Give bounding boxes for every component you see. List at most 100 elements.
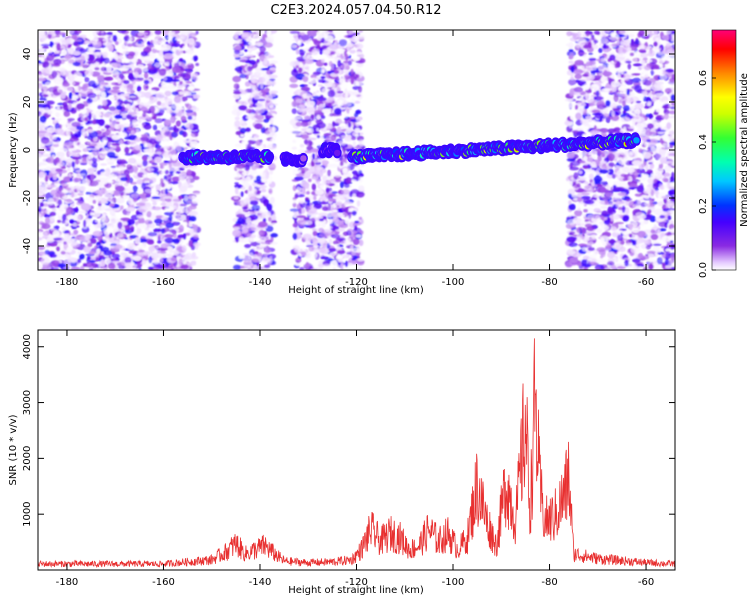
- noise-blob: [165, 198, 172, 202]
- noise-blob: [66, 134, 71, 138]
- noise-blob: [160, 202, 167, 206]
- noise-blob: [178, 58, 183, 62]
- noise-blob: [247, 65, 253, 72]
- noise-blob: [253, 176, 257, 181]
- noise-blob: [44, 249, 50, 255]
- noise-blob: [102, 38, 107, 42]
- noise-blob: [155, 184, 161, 192]
- noise-blob: [89, 46, 95, 53]
- noise-blob: [172, 36, 177, 44]
- noise-blob: [143, 72, 149, 79]
- noise-blob: [95, 179, 101, 183]
- noise-blob: [116, 56, 124, 60]
- noise-blob: [86, 255, 92, 260]
- noise-blob: [171, 91, 179, 96]
- noise-blob: [178, 224, 184, 232]
- noise-blob: [160, 85, 168, 90]
- noise-blob: [256, 175, 262, 182]
- noise-blob: [76, 215, 82, 223]
- noise-blob: [341, 189, 351, 195]
- noise-blob: [172, 162, 182, 167]
- noise-blob: [347, 122, 352, 128]
- noise-blob: [307, 77, 317, 84]
- noise-blob: [102, 137, 108, 144]
- noise-blob: [95, 189, 106, 195]
- noise-blob: [350, 230, 358, 234]
- noise-blob: [67, 256, 76, 263]
- noise-blob: [68, 151, 72, 156]
- noise-blob: [352, 56, 361, 62]
- noise-blob: [51, 154, 55, 158]
- noise-blob: [164, 233, 174, 238]
- noise-blob: [327, 169, 331, 177]
- noise-blob: [92, 199, 97, 204]
- noise-blob: [41, 153, 51, 157]
- noise-blob: [181, 36, 190, 44]
- noise-blob: [311, 183, 317, 191]
- noise-blob: [356, 116, 362, 123]
- noise-blob: [96, 248, 101, 255]
- noise-blob: [242, 141, 249, 145]
- noise-blob: [248, 47, 253, 54]
- noise-blob: [142, 174, 148, 178]
- noise-blob: [234, 40, 243, 44]
- noise-blob: [181, 96, 188, 102]
- noise-blob: [147, 266, 154, 270]
- noise-blob: [133, 264, 138, 267]
- noise-blob: [95, 196, 102, 201]
- noise-blob: [339, 224, 349, 229]
- noise-blob: [193, 68, 199, 72]
- noise-blob: [354, 133, 359, 137]
- noise-blob: [47, 243, 58, 247]
- noise-blob: [340, 181, 344, 189]
- noise-blob: [271, 214, 276, 221]
- noise-blob: [358, 176, 363, 183]
- noise-blob: [321, 69, 325, 74]
- noise-blob: [336, 237, 346, 241]
- noise-blob: [151, 206, 162, 211]
- noise-blob: [323, 62, 328, 66]
- noise-blob: [267, 142, 273, 149]
- noise-blob: [38, 86, 42, 90]
- noise-blob: [138, 206, 148, 213]
- noise-blob: [90, 266, 94, 270]
- noise-blob: [39, 222, 48, 226]
- noise-blob: [88, 251, 96, 255]
- noise-blob: [66, 87, 74, 92]
- noise-blob: [269, 78, 276, 82]
- noise-blob: [332, 215, 338, 219]
- noise-blob: [232, 229, 242, 237]
- noise-blob: [234, 120, 241, 128]
- noise-blob: [71, 161, 76, 168]
- noise-blob: [189, 140, 199, 149]
- noise-blob: [344, 91, 349, 100]
- noise-blob: [121, 101, 132, 104]
- noise-blob: [240, 134, 245, 138]
- noise-blob: [332, 209, 338, 213]
- noise-blob: [134, 237, 141, 245]
- noise-blob: [178, 176, 186, 182]
- noise-blob: [82, 64, 89, 69]
- noise-blob: [52, 134, 57, 141]
- noise-blob: [100, 163, 108, 166]
- noise-blob: [316, 122, 326, 129]
- noise-blob: [61, 220, 66, 224]
- noise-blob: [49, 215, 55, 222]
- noise-blob: [345, 76, 349, 80]
- noise-blob: [87, 92, 97, 99]
- noise-blob: [128, 95, 137, 99]
- noise-blob: [127, 141, 137, 144]
- noise-blob: [328, 163, 339, 168]
- noise-blob: [41, 68, 49, 73]
- noise-blob: [260, 241, 270, 245]
- noise-blob: [66, 129, 71, 137]
- noise-blob: [110, 89, 121, 94]
- noise-blob: [61, 39, 69, 48]
- noise-blob: [44, 192, 54, 200]
- noise-blob: [186, 169, 192, 175]
- noise-blob: [146, 211, 152, 218]
- noise-blob: [100, 66, 107, 72]
- noise-blob: [139, 136, 148, 141]
- noise-blob: [99, 109, 104, 112]
- noise-blob: [336, 76, 340, 82]
